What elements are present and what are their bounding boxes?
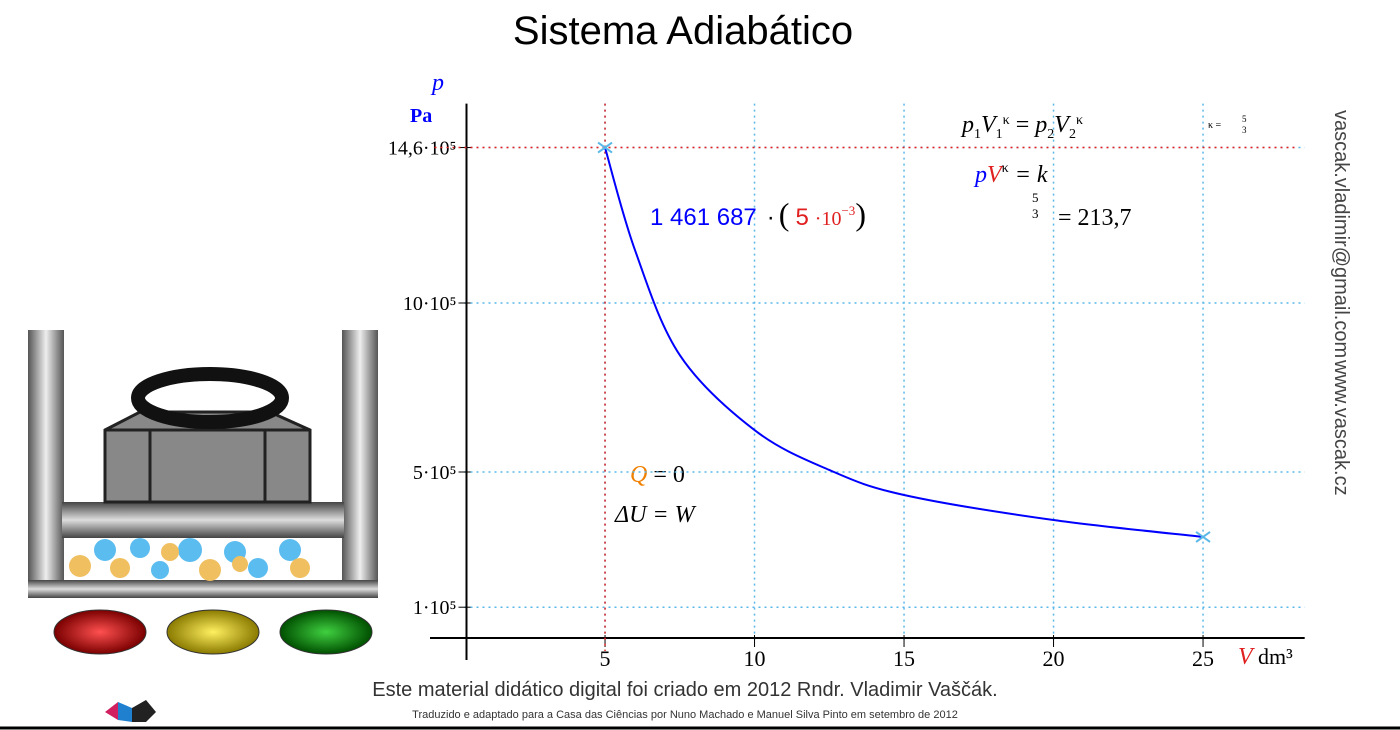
constant-result: = 213,7 — [1058, 205, 1132, 231]
y-axis-label: p — [430, 70, 444, 96]
x-axis-label: V — [1238, 644, 1255, 670]
exponent-num: 5 — [1032, 190, 1039, 205]
state-point — [597, 141, 613, 154]
kappa-den: 3 — [1242, 125, 1247, 135]
kappa: κ = — [1208, 120, 1222, 131]
invariant: pVκ = k — [973, 161, 1048, 188]
title: Sistema Adiabático — [513, 9, 853, 53]
adiabatic-law: p1V1κ = p2V2κ — [960, 112, 1083, 142]
state-point — [1195, 531, 1211, 543]
constant: 1 461 687 ·(5·10−3) — [650, 196, 866, 232]
energy: ΔU = W — [614, 502, 697, 528]
yellow-button[interactable] — [166, 609, 260, 655]
green-button[interactable] — [279, 609, 373, 655]
x-tick-label: 5 — [600, 646, 611, 671]
translation-credit: Traduzido e adaptado para a Casa das Ciê… — [412, 709, 958, 721]
red-button[interactable] — [53, 609, 147, 655]
y-tick-label: 1·10⁵ — [413, 597, 457, 619]
kappa-num: 5 — [1242, 114, 1247, 124]
credit: Este material didático digital foi criad… — [372, 679, 997, 701]
heat: Q = 0 — [630, 462, 685, 488]
y-tick-label: 10·10⁵ — [403, 293, 457, 315]
logo — [105, 700, 156, 722]
x-axis-unit: dm³ — [1258, 644, 1293, 669]
watermark-site: www.vascak.cz — [1330, 359, 1352, 496]
y-tick-label: 14,6·10⁵ — [388, 138, 457, 160]
piston-illustration — [28, 330, 378, 598]
y-tick-label: 5·10⁵ — [413, 462, 457, 484]
exponent-den: 3 — [1032, 206, 1039, 221]
watermark-email: vascak.vladimir@gmail.com — [1330, 110, 1352, 358]
x-tick-label: 10 — [744, 646, 766, 671]
y-axis-unit: Pa — [410, 105, 432, 127]
adiabat-curve — [604, 147, 1204, 538]
x-tick-label: 15 — [893, 646, 915, 671]
x-tick-label: 20 — [1043, 646, 1065, 671]
x-tick-label: 25 — [1192, 646, 1214, 671]
plot: 14,6·10⁵ 10·10⁵ 5·10⁵ 1·10⁵ 5 10 15 20 25 — [388, 103, 1305, 671]
